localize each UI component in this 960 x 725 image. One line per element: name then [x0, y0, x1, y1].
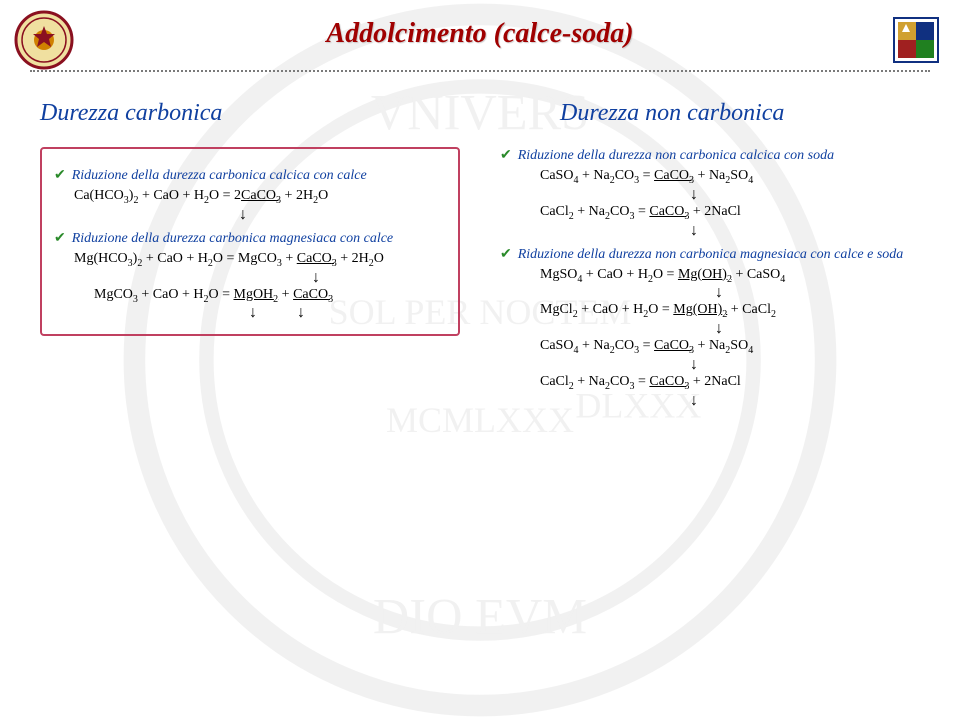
down-arrow-icon: ↓ — [239, 208, 446, 222]
right-column: Durezza non carbonica ✔Riduzione della d… — [500, 100, 940, 408]
divider — [30, 70, 930, 72]
down-arrow-icon: ↓ — [690, 358, 940, 372]
left-heading: Durezza carbonica — [40, 100, 460, 127]
equation: CaCl2 + Na2CO3 = CaCO3 + 2NaCl — [540, 204, 940, 222]
left-column: Durezza carbonica ✔Riduzione della durez… — [40, 100, 460, 336]
equation: Mg(HCO3)2 + CaO + H2O = MgCO3 + CaCO3 + … — [74, 251, 446, 269]
down-arrow-icon: ↓ — [312, 271, 446, 285]
right-heading: Durezza non carbonica — [560, 100, 940, 127]
down-arrow-icon: ↓ — [690, 394, 940, 408]
equation: CaCl2 + Na2CO3 = CaCO3 + 2NaCl — [540, 374, 940, 392]
down-arrow-icon: ↓ — [715, 322, 940, 336]
left-item2: ✔Riduzione della durezza carbonica magne… — [54, 230, 446, 247]
right-item2: ✔Riduzione della durezza non carbonica m… — [500, 246, 940, 263]
down-arrow-icon: ↓ — [715, 286, 940, 300]
down-arrow-icon: ↓ — [690, 224, 940, 238]
right-item1: ✔Riduzione della durezza non carbonica c… — [500, 147, 940, 164]
left-item1: ✔Riduzione della durezza carbonica calci… — [54, 167, 446, 184]
svg-text:DIO EVM: DIO EVM — [373, 588, 587, 644]
equation: MgSO4 + CaO + H2O = Mg(OH)2 + CaSO4 — [540, 267, 940, 285]
left-box: ✔Riduzione della durezza carbonica calci… — [40, 147, 460, 336]
check-icon: ✔ — [54, 168, 66, 183]
equation: MgCl2 + CaO + H2O = Mg(OH)2 + CaCl2 — [540, 302, 940, 320]
equation: CaSO4 + Na2CO3 = CaCO3 + Na2SO4 — [540, 338, 940, 356]
check-icon: ✔ — [500, 247, 512, 262]
equation: CaSO4 + Na2CO3 = CaCO3 + Na2SO4 — [540, 168, 940, 186]
check-icon: ✔ — [54, 231, 66, 246]
page-title: Addolcimento (calce-soda) — [0, 18, 960, 50]
equation: MgCO3 + CaO + H2O = MgOH2 + CaCO3 — [94, 287, 446, 305]
equation: Ca(HCO3)2 + CaO + H2O = 2CaCO3 + 2H2O — [74, 188, 446, 206]
down-arrow-icon: ↓↓ — [249, 306, 446, 320]
down-arrow-icon: ↓ — [690, 188, 940, 202]
check-icon: ✔ — [500, 148, 512, 163]
